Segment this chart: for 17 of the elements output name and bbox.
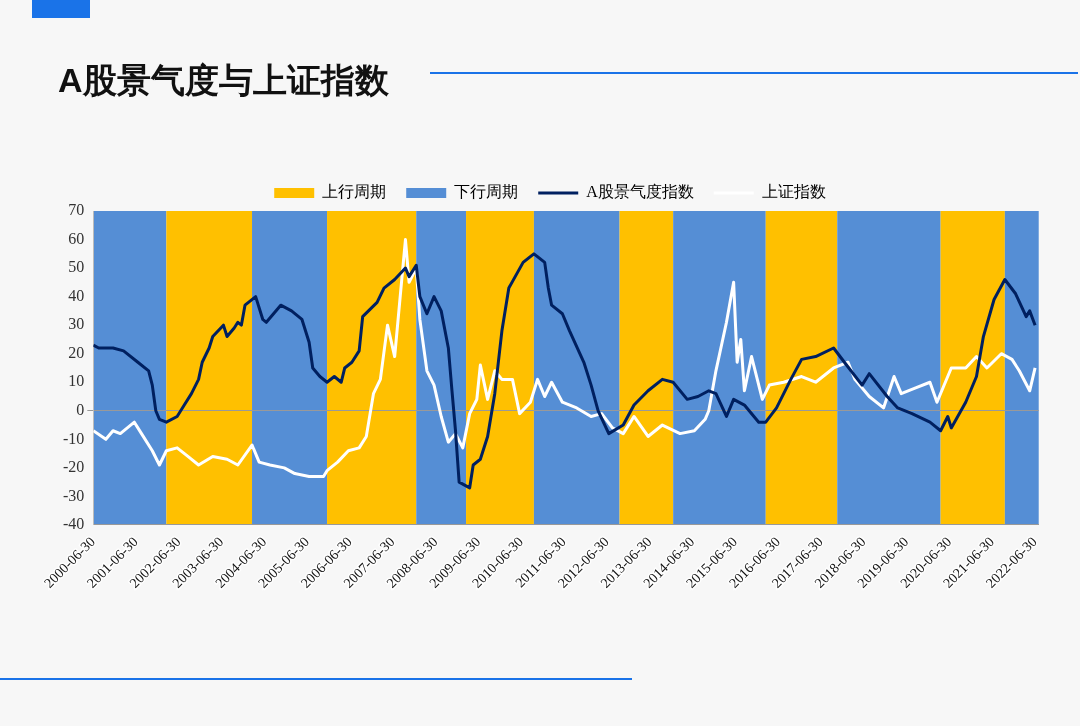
legend-label: A股景气度指数 [586,183,694,201]
y-tick-label: -40 [63,515,85,533]
legend-label: 上行周期 [322,183,387,201]
y-tick-label: 40 [68,286,85,304]
y-tick-label: 50 [68,258,85,276]
y-tick-label: -10 [63,429,85,447]
y-tick-label: -30 [63,486,85,504]
y-tick-label: 0 [76,400,85,418]
y-tick-label: 10 [68,372,85,390]
y-tick-label: -20 [63,458,85,476]
y-tick-label: 30 [68,315,85,333]
y-tick-label: 70 [68,201,85,219]
y-tick-label: 60 [68,229,85,247]
chart-title: A股景气度与上证指数 [58,60,389,101]
y-tick-label: 20 [68,343,85,361]
legend-label: 上证指数 [761,183,826,201]
legend-label: 下行周期 [454,183,519,201]
